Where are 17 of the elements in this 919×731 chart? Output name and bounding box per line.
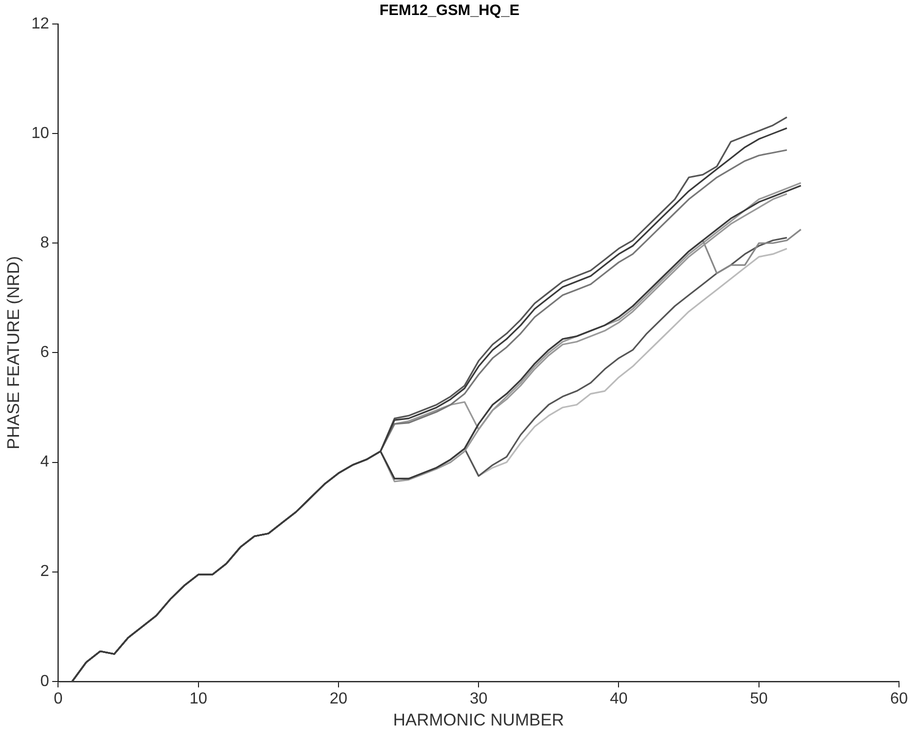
y-tick-label: 0 <box>40 672 50 690</box>
x-tick-label: 30 <box>470 690 488 708</box>
y-tick-label: 4 <box>40 454 50 471</box>
x-axis-title: HARMONIC NUMBER <box>393 710 564 730</box>
y-tick-label: 2 <box>40 563 50 580</box>
x-tick-label: 60 <box>890 690 908 708</box>
x-tick-label: 40 <box>610 690 628 708</box>
x-tick-label: 10 <box>189 690 208 708</box>
y-tick-label: 10 <box>31 124 50 142</box>
x-tick-label: 20 <box>330 690 348 708</box>
x-tick-label: 50 <box>750 690 768 708</box>
y-tick-label: 12 <box>31 15 50 32</box>
y-tick-label: 6 <box>40 344 50 362</box>
y-tick-label: 8 <box>40 234 50 252</box>
x-tick-label: 0 <box>54 690 63 708</box>
y-axis-title: PHASE FEATURE (NRD) <box>4 256 23 450</box>
chart-title: FEM12_GSM_HQ_E <box>379 2 520 20</box>
